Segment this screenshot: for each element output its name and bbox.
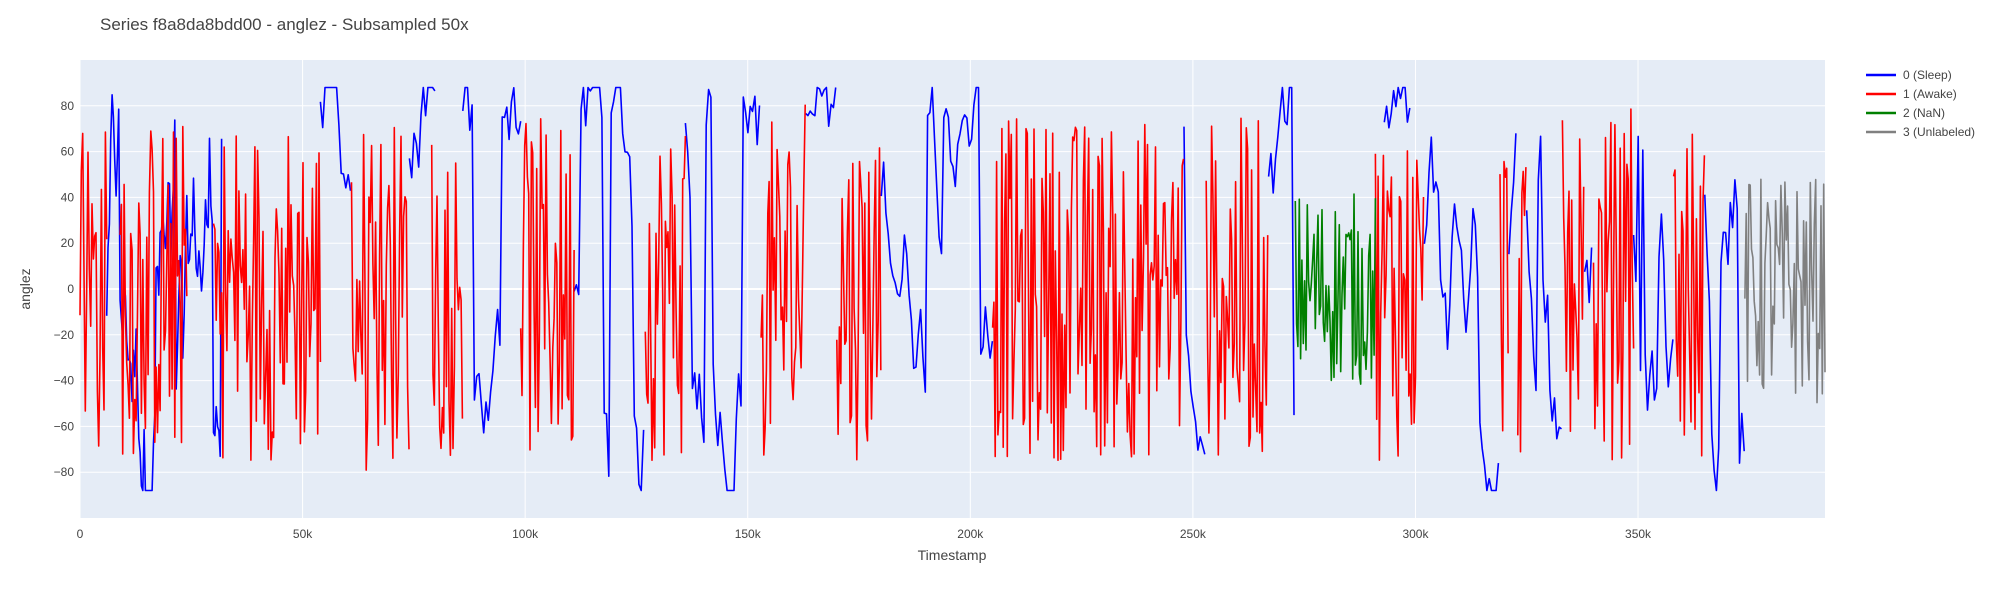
series-1-segment (1561, 120, 1585, 432)
series-1-segment (1592, 108, 1635, 461)
x-tick-label: 0 (77, 527, 84, 541)
x-axis-title: Timestamp (918, 547, 987, 563)
series-0-segment (1704, 179, 1745, 492)
legend-item[interactable]: 3 (Unlabeled) (1866, 125, 1975, 139)
series-1-segment (1374, 150, 1425, 461)
legend-item[interactable]: 1 (Awake) (1866, 87, 1957, 101)
series-0-segment (1383, 86, 1411, 129)
series-1-segment (1517, 167, 1527, 453)
series-0-segment (319, 86, 352, 191)
series-1-segment (644, 135, 687, 461)
series-1-segment (836, 147, 882, 461)
legend-label: 1 (Awake) (1903, 87, 1957, 101)
y-tick-label: 60 (61, 145, 75, 159)
series-0-segment (1423, 136, 1500, 492)
legend[interactable]: 0 (Sleep) 1 (Awake) 2 (NaN) 3 (Unlabeled) (1866, 68, 1975, 139)
y-tick-label: 20 (61, 236, 75, 250)
x-tick-label: 150k (735, 527, 762, 541)
legend-item[interactable]: 2 (NaN) (1866, 106, 1945, 120)
series-0-segment (684, 88, 761, 492)
series-0-segment (1508, 133, 1517, 255)
legend-label: 2 (NaN) (1903, 106, 1945, 120)
series-0-segment (1267, 86, 1295, 416)
series-1-segment (1499, 160, 1509, 432)
series-3-segment (1744, 178, 1826, 404)
legend-label: 0 (Sleep) (1903, 68, 1952, 82)
series-0-segment (1183, 126, 1206, 455)
series-1-segment (212, 135, 322, 461)
y-axis-ticks: −80 −60 −40 −20 0 20 40 60 80 (54, 99, 75, 479)
x-axis-ticks: 0 50k 100k 150k 200k 250k 300k 350k (77, 527, 1652, 541)
series-0-segment (573, 86, 645, 492)
series-1-segment (760, 104, 806, 456)
series-2-segment (1294, 193, 1377, 385)
y-tick-label: −60 (54, 419, 75, 433)
y-tick-label: 40 (61, 190, 75, 204)
series-1-segment (991, 118, 1185, 461)
x-tick-label: 100k (512, 527, 539, 541)
series-0-segment (805, 86, 837, 127)
series-0-segment (1583, 247, 1593, 304)
series-0-segment (1525, 135, 1562, 440)
series-1-segment (519, 118, 575, 451)
series-1-segment (1205, 117, 1269, 456)
series-lines (79, 86, 1826, 492)
series-0-segment (462, 86, 522, 434)
y-tick-label: 80 (61, 99, 75, 113)
x-tick-label: 200k (957, 527, 984, 541)
legend-item[interactable]: 0 (Sleep) (1866, 68, 1952, 82)
series-1-segment (350, 126, 410, 471)
y-tick-label: −40 (54, 374, 75, 388)
series-0-segment (408, 86, 436, 179)
x-tick-label: 50k (293, 527, 313, 541)
x-tick-label: 300k (1402, 527, 1429, 541)
series-0-segment (1632, 135, 1674, 411)
chart-title: Series f8a8da8bdd00 - anglez - Subsample… (100, 15, 469, 34)
y-tick-label: −80 (54, 465, 75, 479)
y-tick-label: −20 (54, 328, 75, 342)
series-1-segment (1672, 133, 1706, 457)
legend-label: 3 (Unlabeled) (1903, 125, 1975, 139)
series-1-segment (79, 131, 108, 447)
series-0-segment (880, 86, 994, 393)
series-1-segment (430, 144, 464, 456)
series-1-segment (119, 125, 188, 455)
x-tick-label: 350k (1625, 527, 1652, 541)
y-tick-label: 0 (67, 282, 74, 296)
x-tick-label: 250k (1180, 527, 1207, 541)
y-axis-title: anglez (17, 268, 33, 309)
